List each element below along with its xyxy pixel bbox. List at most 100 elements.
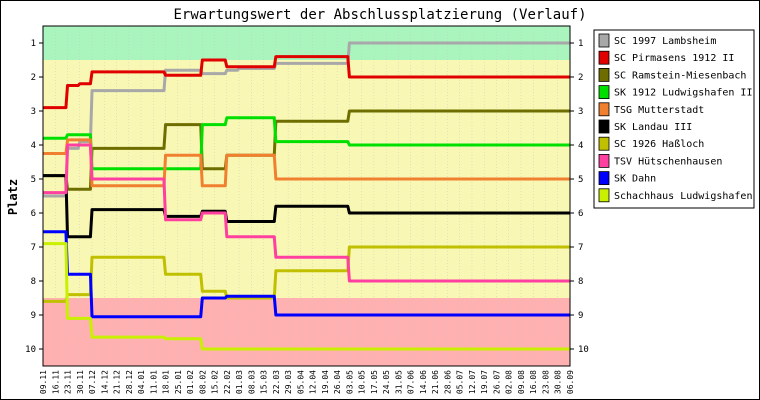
y-tick-label: 4: [31, 141, 36, 151]
x-tick-label: 14.06: [419, 370, 428, 394]
x-tick-label: 04.01: [137, 370, 146, 394]
y-tick-label: 5: [31, 175, 36, 185]
x-tick-label: 23.08: [541, 370, 550, 394]
legend-entry: SK Landau III: [614, 122, 692, 133]
x-tick-label: 29.03: [284, 370, 293, 394]
x-tick-label: 25.01: [174, 370, 183, 394]
legend-swatch: [598, 119, 610, 134]
x-tick-label: 16.11: [51, 370, 60, 394]
zone-relegation: [43, 298, 570, 366]
y-tick-label-right: 6: [578, 209, 583, 219]
x-tick-label: 10.05: [358, 370, 367, 394]
x-tick-label: 07.06: [407, 370, 416, 394]
y-tick-label-right: 7: [578, 243, 583, 253]
legend-swatch: [598, 85, 610, 99]
x-tick-label: 19.04: [321, 370, 330, 394]
x-tick-label: 17.05: [370, 370, 379, 394]
y-tick-label: 9: [31, 311, 36, 321]
x-tick-label: 22.02: [223, 370, 232, 394]
x-tick-label: 09.11: [39, 370, 48, 394]
series-line-4: [43, 138, 570, 188]
x-tick-label: 21.06: [431, 370, 440, 394]
x-tick-label: 15.02: [211, 370, 220, 394]
x-tick-label: 01.02: [186, 370, 195, 394]
legend-entry: SC Ramstein-Miesenbach: [614, 70, 746, 81]
x-tick-label: 22.03: [272, 370, 281, 394]
x-tick-label: 23.11: [64, 370, 73, 394]
x-tick-label: 12.07: [468, 370, 477, 394]
series-line-6: [43, 245, 570, 303]
y-tick-label-right: 4: [578, 141, 583, 151]
x-tick-label: 07.12: [88, 370, 97, 394]
x-tick-label: 26.07: [492, 370, 501, 394]
x-tick-label: 30.08: [554, 370, 563, 394]
legend-entry: SC 1926 Haßloch: [614, 139, 704, 150]
x-tick-label: 28.06: [443, 370, 452, 394]
legend: SC 1997 Lambsheim SC Pirmasens 1912 II SC …: [593, 29, 755, 209]
series-lines: [43, 41, 570, 351]
legend-entry: TSG Mutterstadt: [614, 105, 704, 116]
series-line-1: [43, 55, 570, 110]
series-line-3: [43, 116, 570, 171]
legend-swatch: [598, 171, 610, 186]
x-tick-label: 12.04: [309, 370, 318, 394]
x-tick-label: 08.03: [247, 370, 256, 394]
x-tick-label: 15.03: [260, 370, 269, 394]
x-tick-label: 30.11: [76, 370, 85, 394]
legend-entry: SK 1912 Ludwigshafen II: [614, 88, 752, 99]
y-tick-label: 2: [31, 73, 36, 83]
legend-swatch: [598, 102, 610, 117]
legend-entry: SK Dahn: [614, 174, 656, 185]
legend-entry: Schachhaus Ludwigshafen: [614, 191, 752, 202]
x-tick-label: 16.08: [529, 370, 538, 394]
x-tick-labels: 09.11 16.11 23.11 30.11 07.12 14.12 21.12 28.12…: [39, 370, 575, 394]
x-tick-label: 31.05: [394, 370, 403, 394]
legend-swatch: [598, 136, 610, 151]
legend-entry: SC Pirmasens 1912 II: [614, 53, 734, 64]
x-tick-label: 28.12: [125, 370, 134, 394]
y-tick-label: 10: [25, 345, 36, 355]
x-tick-label: 06.09: [566, 370, 575, 394]
y-tick-label: 3: [31, 107, 36, 117]
x-tick-label: 24.05: [382, 370, 391, 394]
x-tick-label: 05.07: [456, 370, 465, 394]
series-line-8: [43, 230, 570, 319]
y-tick-label-right: 1: [578, 39, 583, 49]
x-tick-label: 05.04: [296, 370, 305, 394]
y-tick-label-right: 9: [578, 311, 583, 321]
x-tick-label: 14.12: [100, 370, 109, 394]
y-axis-label: Platz: [6, 179, 20, 215]
x-tick-label: 11.01: [149, 370, 158, 394]
series-line-5: [43, 174, 570, 239]
y-tick-label: 1: [31, 39, 36, 49]
legend-swatch: [598, 33, 610, 48]
y-tick-label-right: 5: [578, 175, 583, 185]
x-tick-label: 18.01: [162, 370, 171, 394]
x-tick-label: 09.08: [517, 370, 526, 394]
series-line-7: [43, 143, 570, 283]
y-tick-label-right: 8: [578, 277, 583, 287]
y-tick-label: 8: [31, 277, 36, 287]
y-tick-label: 7: [31, 243, 36, 253]
legend-swatch: [598, 68, 610, 82]
x-tick-label: 02.08: [505, 370, 514, 394]
series-line-9: [43, 242, 570, 351]
series-line-2: [43, 109, 570, 191]
y-tick-labels-left: 1 2 3 4 5 6 7 8 9 10: [25, 39, 43, 355]
legend-swatch: [598, 153, 610, 168]
x-tick-label: 21.12: [113, 370, 122, 394]
x-tick-label: 19.07: [480, 370, 489, 394]
plot-frame: [42, 25, 571, 367]
y-tick-label: 6: [31, 209, 36, 219]
x-tick-label: 08.02: [198, 370, 207, 394]
legend-swatch: [598, 50, 610, 65]
y-tick-labels-right: 1 2 3 4 5 6 7 8 9 10: [570, 39, 589, 355]
y-tick-label-right: 3: [578, 107, 583, 117]
legend-box: [593, 29, 755, 209]
chart-title: Erwartungswert der Abschlussplatzierung …: [173, 7, 586, 23]
series-line-0: [43, 41, 570, 198]
x-tick-label: 01.03: [235, 370, 244, 394]
y-tick-label-right: 10: [578, 345, 589, 355]
